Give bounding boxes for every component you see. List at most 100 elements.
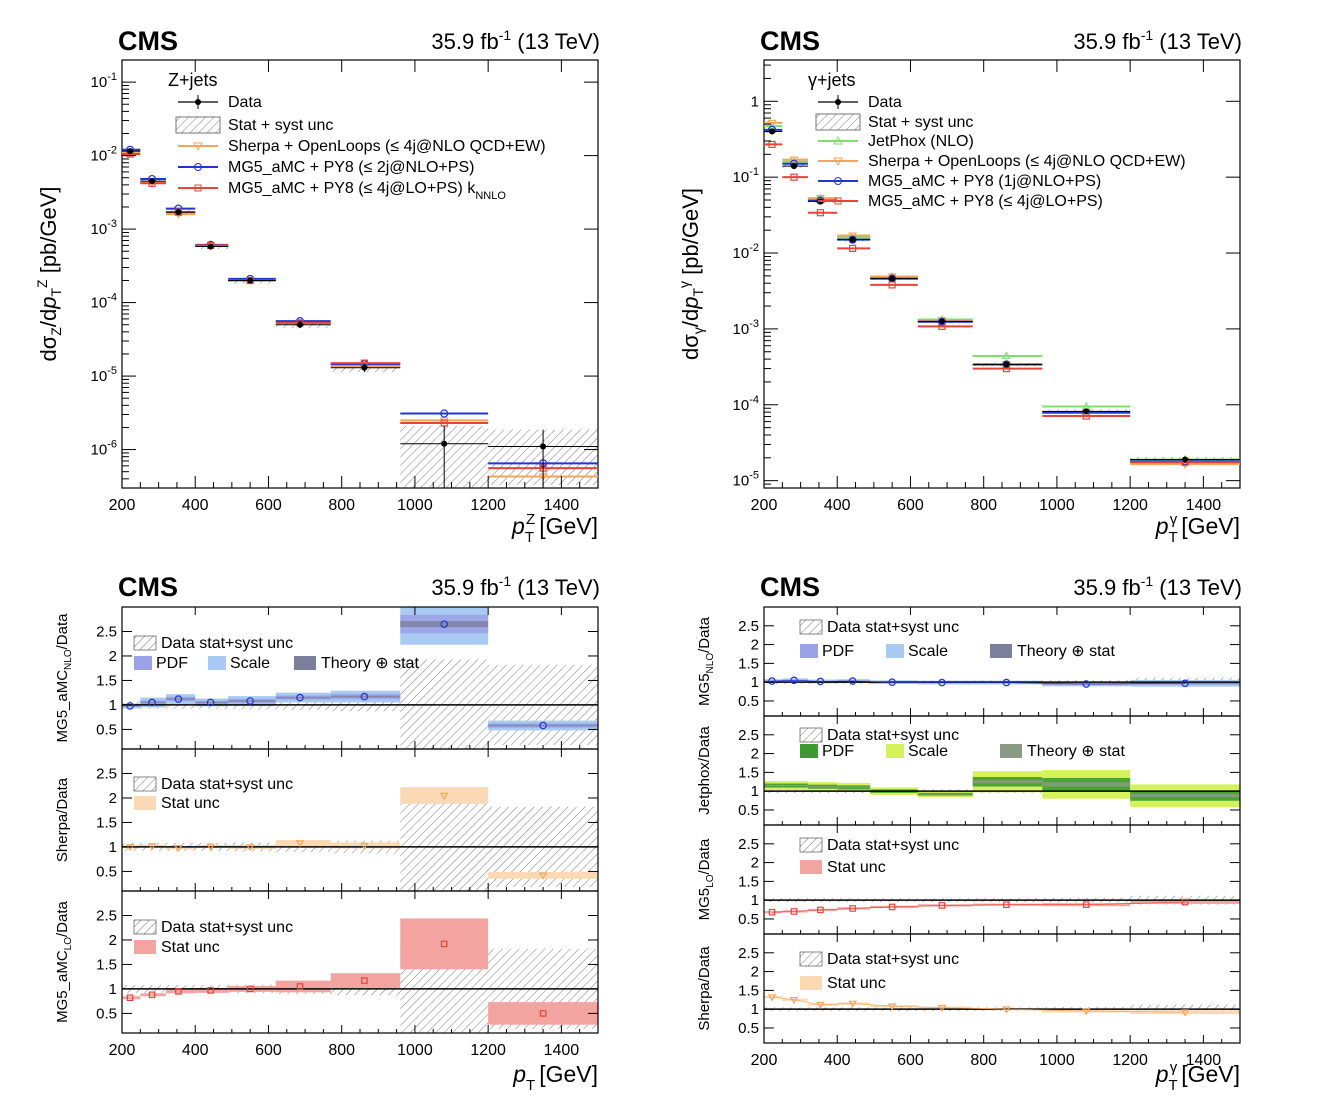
lumi-label: 35.9 fb-1 (13 TeV) xyxy=(431,573,600,600)
legend-swatch-stat xyxy=(800,976,822,990)
y-tick-label: 2 xyxy=(751,855,759,872)
tick-exponent: -2 xyxy=(107,145,117,157)
legend-entry-sherpa: Sherpa + OpenLoops (≤ 4j@NLO QCD+EW) xyxy=(818,153,1186,170)
panel-legend: Data stat+syst unc PDF Scale Theory ⊕ stat xyxy=(799,619,1115,660)
y-tick-label: 1.5 xyxy=(96,814,117,831)
legend-swatch-pdf xyxy=(800,744,818,758)
tick-base: 10 xyxy=(91,74,108,91)
legend-swatch-pdf xyxy=(134,656,152,670)
x-tick-label: 600 xyxy=(255,497,282,514)
y-tick-label: 10-3 xyxy=(91,218,117,238)
y-tick-label: 10-2 xyxy=(733,242,759,262)
y-tick-label: 0.5 xyxy=(96,863,117,880)
theory-band xyxy=(195,701,229,704)
marker-triangle-down xyxy=(174,845,183,853)
cms-label: CMS xyxy=(760,26,820,56)
tick-exponent: -5 xyxy=(749,470,759,482)
marker-triangle-down xyxy=(937,1004,947,1013)
x-tick-label: 600 xyxy=(897,1052,924,1069)
marker-triangle-down xyxy=(816,1001,825,1010)
marker-data-point xyxy=(127,148,134,155)
x-axis-label: pTZ [GeV] xyxy=(511,511,598,546)
marker-square xyxy=(175,988,182,995)
y-axis-label: Sherpa/Data xyxy=(54,777,71,862)
y-axis-label: MG5_aMCLO/Data xyxy=(54,900,74,1022)
legend-swatch-hatch xyxy=(799,837,823,853)
x-axis-label: pTγ [GeV] xyxy=(1155,1059,1240,1094)
legend-label: Scale xyxy=(908,643,948,660)
z-xsec-marks xyxy=(122,145,598,488)
legend-swatch-hatch xyxy=(133,635,157,651)
stat-band xyxy=(400,787,489,804)
marker-triangle-down xyxy=(245,844,255,852)
legend-label: Data stat+syst unc xyxy=(827,727,959,744)
y-tick-label: 1 xyxy=(751,674,759,691)
label-part: /Data xyxy=(54,613,71,650)
marker-data-point xyxy=(247,277,254,284)
y-tick-label: 10-1 xyxy=(91,71,117,91)
tick-base: 10 xyxy=(91,442,108,459)
theory-band xyxy=(807,785,838,788)
x-tick-label: 1400 xyxy=(1186,497,1222,514)
y-tick-label: 1 xyxy=(109,697,117,714)
y-tick-label: 2 xyxy=(109,790,117,807)
marker-square xyxy=(768,140,776,149)
marker-circle xyxy=(296,693,304,702)
y-tick-label: 2 xyxy=(109,932,117,949)
legend-entry-mg5-nlo: MG5_aMC + PY8 (1j@NLO+PS) xyxy=(818,173,1101,190)
legend-title: Z+jets xyxy=(168,70,218,90)
y-axis-label: MG5_aMCNLO/Data xyxy=(54,613,74,743)
legend-swatch-pdf xyxy=(800,644,818,658)
ratio-panel: 0.5 1 1.52 2.5 200 400 600 800 1000 1200 1400 Sherp… xyxy=(696,933,1241,1069)
x-tick-label: 600 xyxy=(255,1042,282,1059)
theory-band xyxy=(764,784,783,787)
x-tick-label: 1400 xyxy=(544,1042,580,1059)
legend-label: Stat unc xyxy=(827,859,886,876)
marker-circle xyxy=(360,692,369,701)
legend-label: Stat unc xyxy=(161,795,220,812)
x-tick-label: 800 xyxy=(970,497,997,514)
marker-triangle-down xyxy=(1081,1008,1091,1016)
x-tick-label: 400 xyxy=(824,1052,851,1069)
marker-square xyxy=(207,987,214,994)
ratio-panel: 0.5 1 1.52 2.5 MG5LO/Data Data stat+syst unc S… xyxy=(696,824,1241,935)
legend-z-xsec: Z+jets Data Stat + syst unc Sherpa + Ope… xyxy=(168,70,546,202)
y-tick-label: 2 xyxy=(751,964,759,981)
legend-entry-data: Data xyxy=(178,94,262,111)
y-tick-label: 0.5 xyxy=(738,693,759,710)
tick-base: 10 xyxy=(733,245,750,262)
legend-label: MG5_aMC + PY8 (1j@NLO+PS) xyxy=(868,173,1101,190)
marker-square xyxy=(440,940,448,948)
theory-band xyxy=(1042,782,1131,787)
legend-label: MG5_aMC + PY8 (≤ 4j@LO+PS) xyxy=(868,193,1103,210)
stat-band xyxy=(400,918,489,970)
y-tick-label: 2.5 xyxy=(738,618,759,635)
marker-data-point xyxy=(769,128,776,135)
legend-label: Data xyxy=(868,94,902,111)
legend-label: Stat + syst unc xyxy=(228,117,333,134)
x-tick-label: 800 xyxy=(328,1042,355,1059)
legend-label: Data stat+syst unc xyxy=(827,837,959,854)
legend-label: Scale xyxy=(230,655,270,672)
y-axis-label: Jetphox/Data xyxy=(696,726,713,815)
marker-triangle-down xyxy=(439,792,449,800)
y-tick-label: 2.5 xyxy=(738,945,759,962)
y-tick-label: 0.5 xyxy=(738,802,759,819)
theory-band xyxy=(140,701,166,704)
marker-square xyxy=(539,1010,547,1017)
y-tick-label: 10-5 xyxy=(733,470,759,490)
marker-data-point xyxy=(296,321,303,328)
marker-square xyxy=(790,173,798,181)
x-tick-label: 1200 xyxy=(1112,1052,1148,1069)
label-subscript: NLO xyxy=(63,649,74,670)
legend-label: Theory ⊕ stat xyxy=(1027,743,1125,760)
x-tick-label: 1200 xyxy=(470,497,506,514)
lumi-label: 35.9 fb-1 (13 TeV) xyxy=(1073,573,1242,600)
ratio-panel: 0.5 1 1.5 2 2.5 MG5_aMCNLO/Data Data stat+syst… xyxy=(54,606,599,750)
marker-triangle-down xyxy=(1180,1009,1190,1017)
x-tick-label: 1200 xyxy=(470,1042,506,1059)
tick-base: 10 xyxy=(733,473,750,490)
